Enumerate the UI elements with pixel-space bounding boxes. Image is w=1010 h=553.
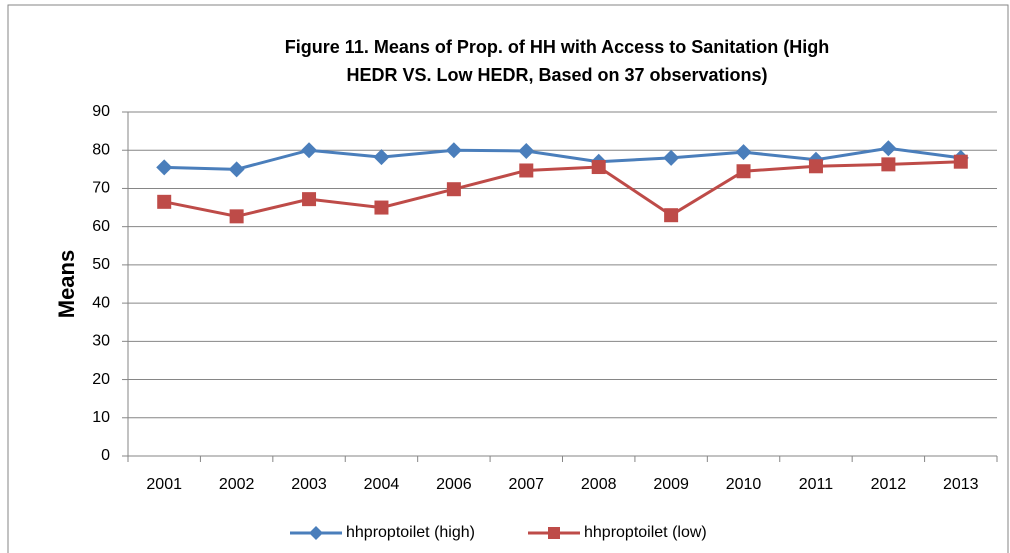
- series-line: [164, 146, 961, 171]
- legend-label: hhproptoilet (high): [346, 524, 475, 541]
- point: [881, 157, 896, 172]
- point: [518, 142, 535, 159]
- x-tick-label: 2011: [799, 476, 834, 493]
- y-axis-label: Means: [54, 250, 79, 318]
- point: [374, 200, 389, 215]
- y-tick-label: 10: [92, 409, 110, 426]
- x-tick-label: 2009: [653, 476, 689, 493]
- point: [735, 144, 752, 161]
- series-line: [163, 160, 961, 218]
- y-tick-label: 80: [92, 141, 110, 158]
- x-tick-label: 2002: [219, 476, 255, 493]
- y-tick-label: 70: [92, 180, 110, 197]
- point: [591, 160, 606, 175]
- point: [373, 149, 390, 166]
- legend-label: hhproptoilet (low): [584, 524, 707, 541]
- point: [301, 142, 318, 159]
- point: [663, 149, 680, 166]
- x-tick-label: 2001: [146, 476, 182, 493]
- point: [808, 159, 823, 174]
- point: [446, 182, 461, 197]
- chart-title: Figure 11. Means of Prop. of HH with Acc…: [285, 37, 829, 57]
- x-tick-label: 2004: [364, 476, 400, 493]
- y-tick-label: 90: [92, 103, 110, 120]
- point: [302, 192, 317, 207]
- x-tick-label: 2007: [508, 476, 544, 493]
- x-tick-label: 2013: [943, 476, 979, 493]
- point: [229, 209, 244, 224]
- point: [519, 163, 534, 178]
- chart-title: HEDR VS. Low HEDR, Based on 37 observati…: [346, 65, 767, 85]
- x-tick-label: 2010: [726, 476, 762, 493]
- point: [228, 161, 245, 178]
- point: [736, 164, 751, 179]
- legend-marker: [309, 526, 323, 540]
- point: [157, 194, 172, 209]
- point: [953, 154, 968, 169]
- x-tick-label: 2008: [581, 476, 617, 493]
- y-tick-label: 0: [101, 447, 110, 464]
- point: [156, 159, 173, 176]
- chart-frame: [7, 4, 1009, 553]
- x-tick-label: 2006: [436, 476, 472, 493]
- legend-marker: [548, 527, 560, 539]
- y-tick-label: 60: [92, 218, 110, 235]
- point: [445, 142, 462, 159]
- x-tick-label: 2003: [291, 476, 327, 493]
- point: [664, 208, 679, 223]
- point: [880, 140, 897, 157]
- y-tick-label: 50: [92, 256, 110, 273]
- x-tick-label: 2012: [871, 476, 907, 493]
- y-tick-label: 40: [92, 294, 110, 311]
- y-tick-label: 20: [92, 371, 110, 388]
- y-tick-label: 30: [92, 333, 110, 350]
